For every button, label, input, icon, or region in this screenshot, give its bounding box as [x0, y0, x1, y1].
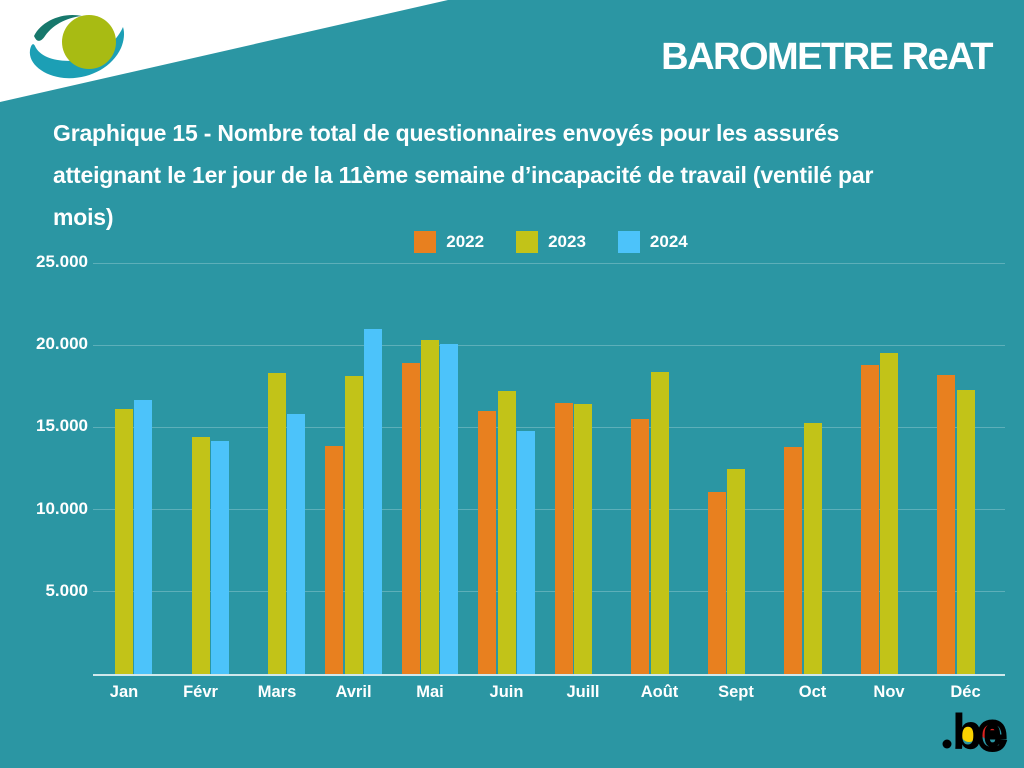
x-axis-label: Juin [489, 683, 524, 701]
x-axis-label: Jan [109, 683, 139, 701]
x-axis-label: Avril [335, 683, 372, 701]
x-axis-line [93, 674, 1005, 676]
svg-text:e: e [978, 704, 1006, 752]
y-axis-label: 15.000 [36, 416, 88, 436]
page-title: BAROMETRE ReAT [661, 36, 993, 78]
gridline [93, 344, 1005, 346]
bar-2023-mai [421, 340, 439, 674]
bar-2023-sept [727, 468, 745, 674]
y-axis-label: 10.000 [36, 498, 88, 518]
x-axis-label: Mars [257, 683, 297, 701]
x-axis-label: Déc [950, 683, 981, 701]
y-axis-label: 20.000 [36, 334, 88, 354]
bar-2022-juill [554, 402, 573, 674]
bar-2024-mai [440, 343, 459, 674]
bar-2022-mai [401, 363, 420, 674]
y-axis-label: 5.000 [45, 580, 88, 600]
bar-2024-avril [363, 328, 382, 674]
bar-2023-févr [191, 437, 210, 674]
legend-label: 2024 [649, 232, 688, 251]
legend-item-2022: 2022 [414, 231, 484, 253]
chart-title-line: Graphique 15 - Nombre total de questionn… [53, 120, 840, 146]
svg-text:b: b [952, 704, 983, 752]
x-axis-label: Oct [798, 683, 827, 701]
bar-2023-août [650, 371, 669, 674]
bar-2022-août [631, 419, 650, 674]
bar-2022-sept [707, 491, 726, 674]
bar-2022-juin [478, 411, 497, 674]
legend-item-2024: 2024 [617, 231, 688, 253]
mutuality-eye-logo [29, 14, 125, 79]
legend-swatch-2022 [414, 231, 437, 253]
legend-swatch-2023 [516, 231, 539, 253]
bar-2024-jan [134, 399, 153, 674]
gridline [93, 262, 1005, 264]
gridline [93, 426, 1005, 428]
x-axis-label: Mai [416, 683, 444, 701]
bar-2022-déc [937, 374, 956, 674]
gridline [93, 591, 1005, 593]
bar-2023-oct [803, 422, 822, 674]
x-axis-label: Nov [873, 683, 905, 701]
legend-swatch-2024 [617, 231, 640, 253]
bar-2023-juin [497, 391, 516, 674]
bar-2022-avril [325, 445, 344, 674]
bar-2023-mars [268, 373, 286, 674]
bar-2024-mars [287, 414, 306, 674]
x-axis-label: Févr [183, 683, 218, 701]
chart-legend: 2022 2023 2024 [95, 231, 1007, 253]
chart-title-line: atteignant le 1er jour de la 11ème semai… [53, 162, 874, 188]
bar-2023-déc [956, 389, 975, 674]
gridline [93, 509, 1005, 511]
bar-2023-jan [115, 409, 133, 674]
bar-2024-juin [516, 430, 535, 674]
be-logo: b e [942, 702, 1008, 752]
x-axis-label: Sept [718, 683, 754, 701]
bar-2022-oct [784, 447, 803, 674]
x-axis-label: Août [640, 683, 679, 701]
bar-2024-févr [210, 440, 229, 674]
chart-title-line: mois) [53, 204, 114, 230]
legend-label: 2022 [446, 232, 485, 251]
bar-2023-nov [880, 353, 898, 674]
bar-2022-nov [860, 364, 879, 674]
chart-title: Graphique 15 - Nombre total de questionn… [53, 112, 983, 238]
legend-label: 2023 [548, 232, 586, 251]
x-axis-label: Juill [566, 683, 600, 701]
legend-item-2023: 2023 [516, 231, 586, 253]
bar-2023-juill [574, 404, 592, 674]
y-axis-label: 25.000 [36, 252, 88, 271]
bar-2023-avril [344, 376, 363, 674]
